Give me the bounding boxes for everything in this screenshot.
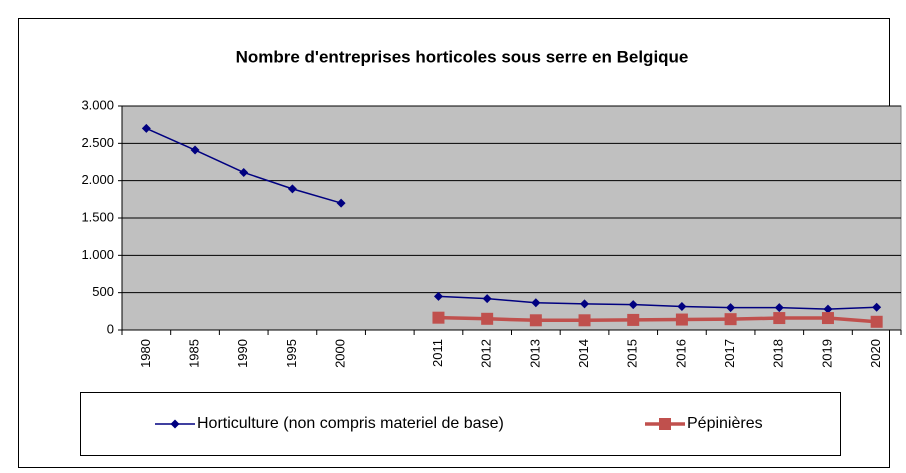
legend-label: Horticulture (non compris materiel de ba… <box>197 415 504 432</box>
marker <box>529 314 542 327</box>
x-tick-label: 1995 <box>284 339 299 368</box>
marker <box>482 294 492 304</box>
x-tick-label: 2014 <box>576 339 591 368</box>
y-tick-label: 1.000 <box>81 247 114 262</box>
marker <box>821 312 834 325</box>
x-tick-label: 1980 <box>138 339 153 368</box>
marker <box>190 145 200 155</box>
marker <box>823 304 833 314</box>
x-tick-label: 2012 <box>479 339 494 368</box>
chart-title: Nombre d'entreprises horticoles sous ser… <box>236 47 689 66</box>
marker <box>432 311 445 324</box>
marker <box>627 313 640 326</box>
marker <box>580 299 590 309</box>
x-tick-label: 2017 <box>722 339 737 368</box>
x-tick-label: 2016 <box>673 339 688 368</box>
y-tick-label: 0 <box>107 321 114 336</box>
y-tick-label: 2.000 <box>81 172 114 187</box>
marker <box>774 303 784 313</box>
marker <box>239 167 249 177</box>
marker <box>141 123 151 133</box>
marker <box>773 312 786 325</box>
legend-marker <box>170 419 180 429</box>
marker <box>675 313 688 326</box>
marker <box>531 298 541 308</box>
marker <box>433 291 443 301</box>
marker <box>578 314 591 327</box>
marker <box>870 315 883 328</box>
marker <box>628 300 638 310</box>
marker <box>287 184 297 194</box>
marker <box>726 303 736 313</box>
marker <box>872 302 882 312</box>
marker <box>336 198 346 208</box>
y-tick-label: 3.000 <box>81 97 114 112</box>
x-tick-label: 1990 <box>235 339 250 368</box>
x-tick-label: 2000 <box>333 339 348 368</box>
marker <box>481 312 494 325</box>
x-tick-label: 2018 <box>771 339 786 368</box>
x-tick-label: 2013 <box>527 339 542 368</box>
legend-label: Pépinières <box>687 415 763 432</box>
x-tick-label: 2015 <box>625 339 640 368</box>
x-tick-label: 2020 <box>868 339 883 368</box>
legend-marker <box>659 418 671 430</box>
x-tick-label: 2011 <box>430 339 445 367</box>
series-line <box>438 315 877 324</box>
y-tick-label: 1.500 <box>81 209 114 224</box>
marker <box>677 301 687 311</box>
y-tick-label: 500 <box>92 284 114 299</box>
x-tick-label: 1985 <box>186 339 201 368</box>
legend-box <box>80 392 841 456</box>
x-tick-label: 2019 <box>819 339 834 368</box>
marker <box>724 313 737 326</box>
y-tick-label: 2.500 <box>81 135 114 150</box>
